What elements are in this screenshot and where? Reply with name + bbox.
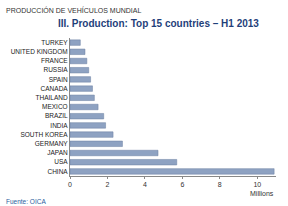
svg-text:INDIA: INDIA bbox=[50, 122, 68, 129]
svg-text:0: 0 bbox=[68, 181, 72, 188]
svg-text:4: 4 bbox=[143, 181, 147, 188]
svg-text:SPAIN: SPAIN bbox=[49, 76, 68, 83]
svg-text:SOUTH KOREA: SOUTH KOREA bbox=[20, 131, 68, 138]
svg-text:JAPAN: JAPAN bbox=[47, 149, 68, 156]
svg-text:III. Production: Top 15 countr: III. Production: Top 15 countries – H1 2… bbox=[58, 18, 259, 29]
svg-text:6: 6 bbox=[180, 181, 184, 188]
svg-text:MEXICO: MEXICO bbox=[42, 103, 68, 110]
svg-text:10: 10 bbox=[253, 181, 261, 188]
svg-text:GERMANY: GERMANY bbox=[35, 140, 69, 147]
svg-text:PRODUCCIÓN DE VEHÍCULOS MUNDIA: PRODUCCIÓN DE VEHÍCULOS MUNDIAL bbox=[6, 6, 141, 14]
svg-text:CHINA: CHINA bbox=[47, 168, 68, 175]
svg-text:2: 2 bbox=[105, 181, 109, 188]
svg-text:Fuente: OICA: Fuente: OICA bbox=[6, 198, 46, 205]
svg-text:FRANCE: FRANCE bbox=[41, 57, 68, 64]
svg-text:UNITED KINGDOM: UNITED KINGDOM bbox=[11, 48, 68, 55]
svg-text:BRAZIL: BRAZIL bbox=[45, 112, 68, 119]
svg-text:THAILAND: THAILAND bbox=[36, 94, 68, 101]
svg-text:CANADA: CANADA bbox=[41, 85, 69, 92]
svg-text:TURKEY: TURKEY bbox=[41, 39, 68, 46]
svg-text:USA: USA bbox=[54, 158, 68, 165]
svg-text:RUSSIA: RUSSIA bbox=[43, 66, 68, 73]
svg-text:Millions: Millions bbox=[250, 190, 274, 197]
svg-text:8: 8 bbox=[218, 181, 222, 188]
